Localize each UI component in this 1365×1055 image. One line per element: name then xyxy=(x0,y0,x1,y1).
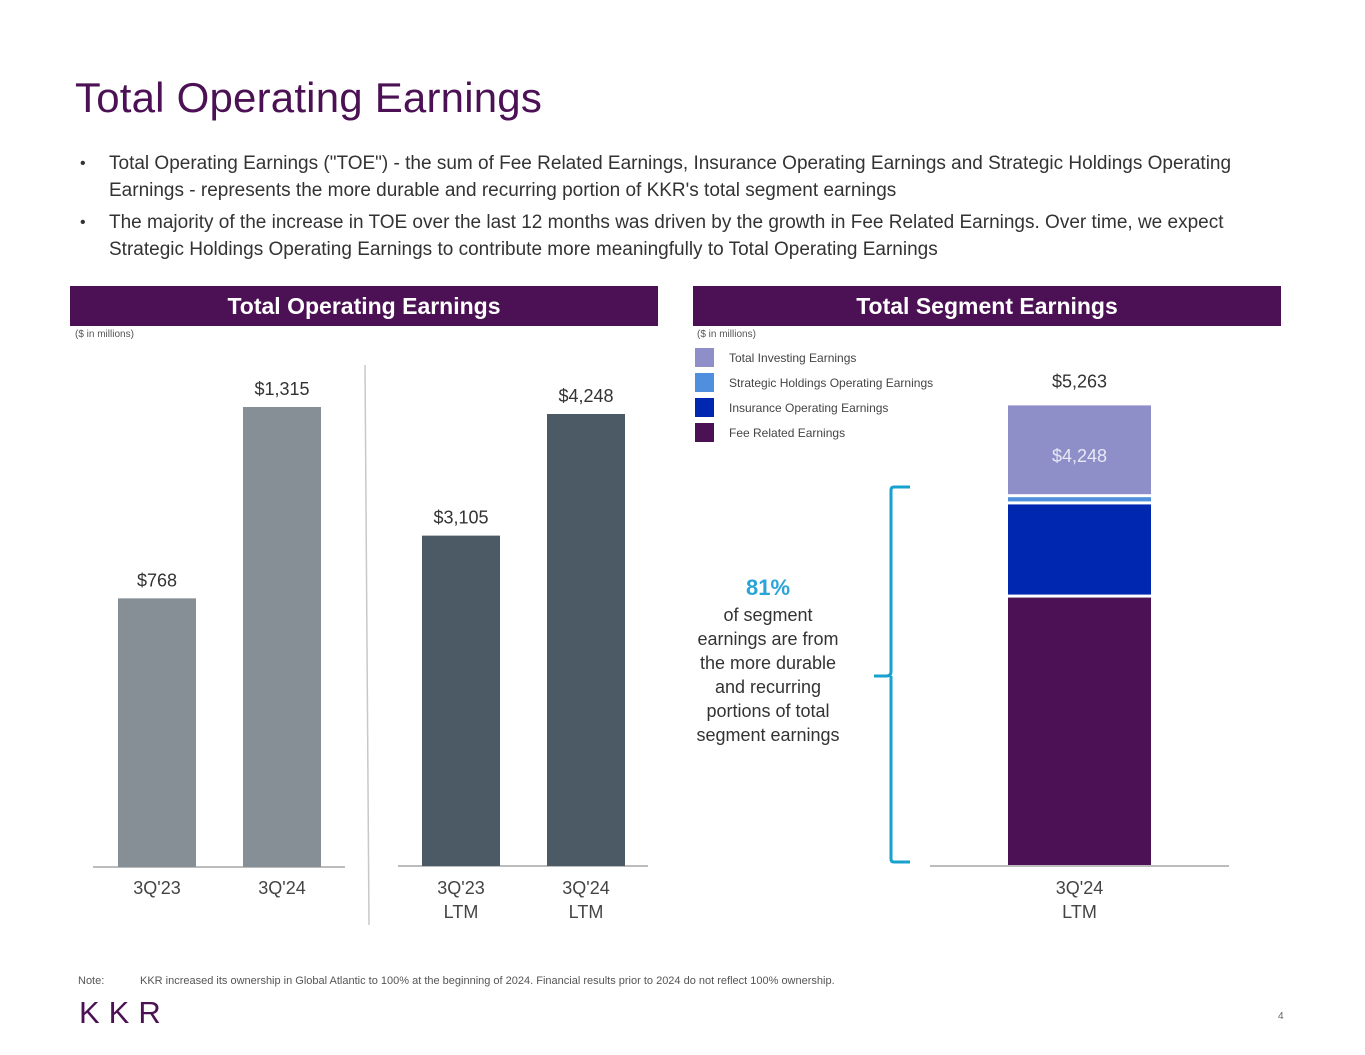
footnote-text: KKR increased its ownership in Global At… xyxy=(140,975,835,987)
footnote-label: Note: xyxy=(78,975,105,987)
callout-text: of segment earnings are from the more du… xyxy=(696,605,840,745)
toe-units-label: ($ in millions) xyxy=(75,329,134,340)
toe-panel-header: Total Operating Earnings xyxy=(70,286,658,326)
data-label: $1,315 xyxy=(254,379,309,399)
x-tick-label: LTM xyxy=(569,902,604,922)
legend-label: Total Investing Earnings xyxy=(729,350,857,365)
bracket-icon xyxy=(874,485,910,864)
bullet-item: The majority of the increase in TOE over… xyxy=(78,209,1268,263)
page-number: 4 xyxy=(1278,1011,1284,1022)
x-tick-label: 3Q'23 xyxy=(437,878,484,898)
x-tick-label: 3Q'24 xyxy=(1056,878,1103,898)
x-tick-label: LTM xyxy=(1062,902,1097,922)
legend-item-insurance: Insurance Operating Earnings xyxy=(695,395,933,420)
total-label: $5,263 xyxy=(1052,371,1107,391)
callout: 81% of segment earnings are from the mor… xyxy=(692,573,844,747)
bar xyxy=(422,535,500,866)
callout-percentage: 81% xyxy=(745,575,791,600)
data-label: $4,248 xyxy=(558,386,613,406)
bar xyxy=(547,414,625,866)
bar xyxy=(243,407,321,867)
bar xyxy=(118,598,196,867)
page-title: Total Operating Earnings xyxy=(75,74,543,121)
stack-segment xyxy=(1008,497,1151,502)
legend-swatch xyxy=(695,348,714,367)
legend-label: Insurance Operating Earnings xyxy=(729,400,889,415)
data-label: $768 xyxy=(137,570,177,590)
subtotal-label: $4,248 xyxy=(1052,446,1107,466)
data-label: $3,105 xyxy=(433,508,488,528)
stack-segment xyxy=(1008,597,1151,865)
x-tick-label: 3Q'24 xyxy=(562,878,609,898)
stack-segment xyxy=(1008,504,1151,595)
footnote: Note: KKR increased its ownership in Glob… xyxy=(78,975,835,987)
chart-marks: $768 3Q'23 $1,315 3Q'24 $3,105 3Q'23 LTM $4,248… xyxy=(118,371,1151,922)
legend-label: Strategic Holdings Operating Earnings xyxy=(729,375,934,390)
bullet-list: Total Operating Earnings ("TOE") - the s… xyxy=(78,150,1268,268)
legend-item-total-investing: Total Investing Earnings xyxy=(695,345,933,370)
legend-label: Fee Related Earnings xyxy=(729,425,846,440)
bullet-item: Total Operating Earnings ("TOE") - the s… xyxy=(78,150,1268,204)
chart-legend: Total Investing Earnings Strategic Holdi… xyxy=(695,345,933,445)
x-tick-label: 3Q'23 xyxy=(133,878,180,898)
legend-item-strategic-holdings: Strategic Holdings Operating Earnings xyxy=(695,370,933,395)
chart-divider xyxy=(364,364,370,926)
legend-swatch xyxy=(695,398,714,417)
x-tick-label: LTM xyxy=(444,902,479,922)
legend-swatch xyxy=(695,373,714,392)
kkr-logo: KKR xyxy=(79,995,170,1030)
legend-swatch xyxy=(695,423,714,442)
stack-segment xyxy=(1008,405,1151,495)
x-tick-label: 3Q'24 xyxy=(258,878,305,898)
tse-panel-header: Total Segment Earnings xyxy=(693,286,1281,326)
tse-units-label: ($ in millions) xyxy=(697,329,756,340)
legend-item-fee-related: Fee Related Earnings xyxy=(695,420,933,445)
